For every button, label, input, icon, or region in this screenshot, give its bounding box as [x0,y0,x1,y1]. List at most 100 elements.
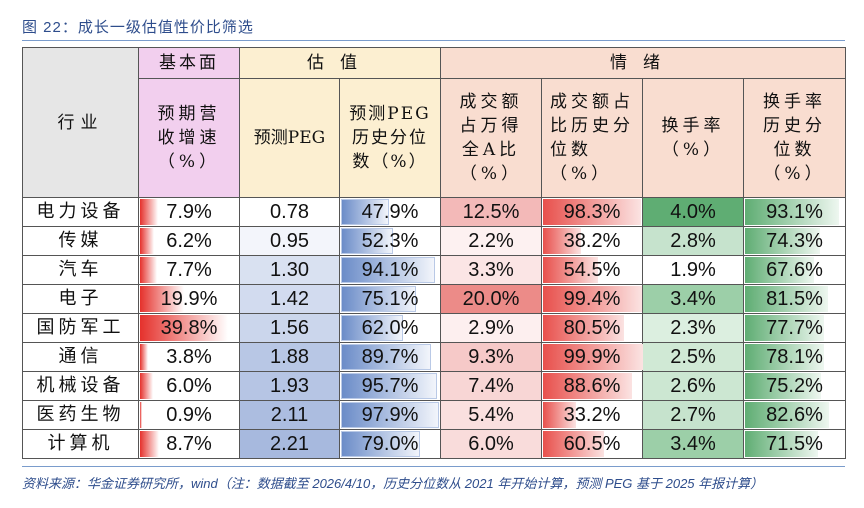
industry-cell-value: 传媒 [58,230,103,251]
turnover-share-pct-cell: 99.9% [541,342,643,372]
header-turnover-share-label: 成交额占万得全A比（%） [459,92,523,184]
turnover-rate-pct-cell: 77.7% [743,313,846,343]
header-peg-pct: 预测PEG历史分位数（%） [339,78,441,198]
table-row: 计算机 8.7% 2.21 79.0% 6.0% 60.5% 3.4% 71.5% [22,429,846,459]
turnover-share-pct-cell: 80.5% [541,313,643,343]
green-data-bar [745,315,824,341]
industry-cell: 计算机 [22,429,139,459]
peg-pct-cell: 47.9% [339,197,441,227]
green-data-bar [745,199,839,225]
blue-data-bar [341,431,420,457]
industry-cell-value: 机械设备 [36,375,125,396]
green-data-bar [745,286,828,312]
turnover-share-pct-cell: 88.6% [541,371,643,401]
red-data-bar [543,315,624,341]
turnover-rate-cell-value: 3.4% [670,433,716,455]
turnover-share-pct-cell-value: 80.5% [563,317,621,339]
turnover-rate-pct-cell: 67.6% [743,255,846,285]
peg-pct-cell: 79.0% [339,429,441,459]
blue-data-bar [341,373,437,399]
green-data-bar [745,344,824,370]
industry-cell: 医药生物 [22,400,139,430]
peg-pct-cell: 95.7% [339,371,441,401]
peg-cell: 1.56 [239,313,340,343]
peg-pct-cell: 75.1% [339,284,441,314]
red-data-bar [543,199,641,225]
peg-pct-cell-value: 97.9% [361,404,419,426]
figure-title: 图 22：成长一级估值性价比筛选 [22,19,254,36]
header-turnover-share: 成交额占万得全A比（%） [440,78,542,198]
turnover-rate-pct-cell-value: 71.5% [766,433,823,455]
green-data-bar [745,402,829,428]
turnover-rate-pct-cell-value: 82.6% [766,404,823,426]
peg-cell: 1.42 [239,284,340,314]
red-data-bar [543,257,598,283]
peg-cell: 0.78 [239,197,340,227]
turnover-share-pct-cell: 60.5% [541,429,643,459]
header-industry: 行业 [22,47,139,198]
turnover-share-cell: 2.2% [440,226,542,256]
header-rev-growth: 预期营收增速（%） [138,78,240,198]
turnover-share-pct-cell-value: 99.4% [563,288,621,310]
red-data-bar [543,373,632,399]
peg-cell-value: 0.95 [270,230,309,252]
table-row: 国防军工 39.8% 1.56 62.0% 2.9% 80.5% 2.3% 77.7% [22,313,846,343]
peg-cell: 0.95 [239,226,340,256]
red-data-bar [140,257,157,283]
peg-pct-cell-value: 47.9% [361,201,419,223]
turnover-rate-cell: 4.0% [642,197,744,227]
turnover-share-pct-cell: 38.2% [541,226,643,256]
turnover-rate-cell: 1.9% [642,255,744,285]
rev-growth-cell-value: 0.9% [166,404,212,426]
rev-growth-cell: 19.9% [138,284,240,314]
header-peg-pct-label: 预测PEG历史分位数（%） [349,104,431,172]
turnover-rate-cell-value: 2.7% [670,404,716,426]
turnover-share-pct-cell-value: 88.6% [563,375,621,397]
red-data-bar [543,402,576,428]
turnover-rate-cell: 3.4% [642,429,744,459]
turnover-share-cell-value: 12.5% [462,201,520,223]
industry-cell: 传媒 [22,226,139,256]
turnover-share-cell: 12.5% [440,197,542,227]
turnover-rate-pct-cell-value: 67.6% [766,259,823,281]
industry-cell-value: 通信 [58,346,103,367]
peg-cell-value: 1.56 [270,317,309,339]
industry-cell-value: 电子 [58,288,103,309]
turnover-share-pct-cell-value: 54.5% [563,259,621,281]
industry-cell: 电子 [22,284,139,314]
turnover-rate-cell-value: 2.8% [670,230,716,252]
footnote-divider [22,466,845,467]
turnover-share-cell-value: 2.2% [468,230,514,252]
rev-growth-cell-value: 39.8% [160,317,218,339]
turnover-rate-pct-cell: 81.5% [743,284,846,314]
rev-growth-cell-value: 7.9% [166,201,212,223]
red-data-bar [140,344,148,370]
red-data-bar [140,431,159,457]
header-group-valuation: 估值 [239,47,441,79]
source-footnote: 资料来源：华金证券研究所，wind（注：数据截至 2026/4/10，历史分位数… [22,476,764,491]
industry-cell-value: 计算机 [47,433,114,454]
turnover-share-cell: 20.0% [440,284,542,314]
title-divider [22,40,845,41]
rev-growth-cell: 39.8% [138,313,240,343]
blue-data-bar [341,402,439,428]
turnover-share-cell-value: 6.0% [468,433,514,455]
turnover-rate-pct-cell-value: 81.5% [766,288,823,310]
header-turnover-share-pct: 成交额占比历史分位数（%） [541,78,643,198]
header-group-fundamental: 基本面 [138,47,240,79]
header-turnover-rate: 换手率（%） [642,78,744,198]
header-rev-growth-label: 预期营收增速（%） [157,104,221,172]
rev-growth-cell-value: 3.8% [166,346,212,368]
blue-data-bar [341,257,435,283]
turnover-rate-cell: 2.6% [642,371,744,401]
peg-pct-cell-value: 79.0% [361,433,419,455]
red-data-bar [140,199,158,225]
turnover-share-cell: 7.4% [440,371,542,401]
turnover-rate-pct-cell: 75.2% [743,371,846,401]
peg-cell-value: 1.93 [270,375,309,397]
rev-growth-cell: 6.2% [138,226,240,256]
peg-pct-cell-value: 75.1% [361,288,419,310]
turnover-rate-cell: 2.5% [642,342,744,372]
table-body: 电力设备 7.9% 0.78 47.9% 12.5% 98.3% 4.0% 93.1% 传媒 6.… [22,197,846,459]
peg-cell: 1.88 [239,342,340,372]
